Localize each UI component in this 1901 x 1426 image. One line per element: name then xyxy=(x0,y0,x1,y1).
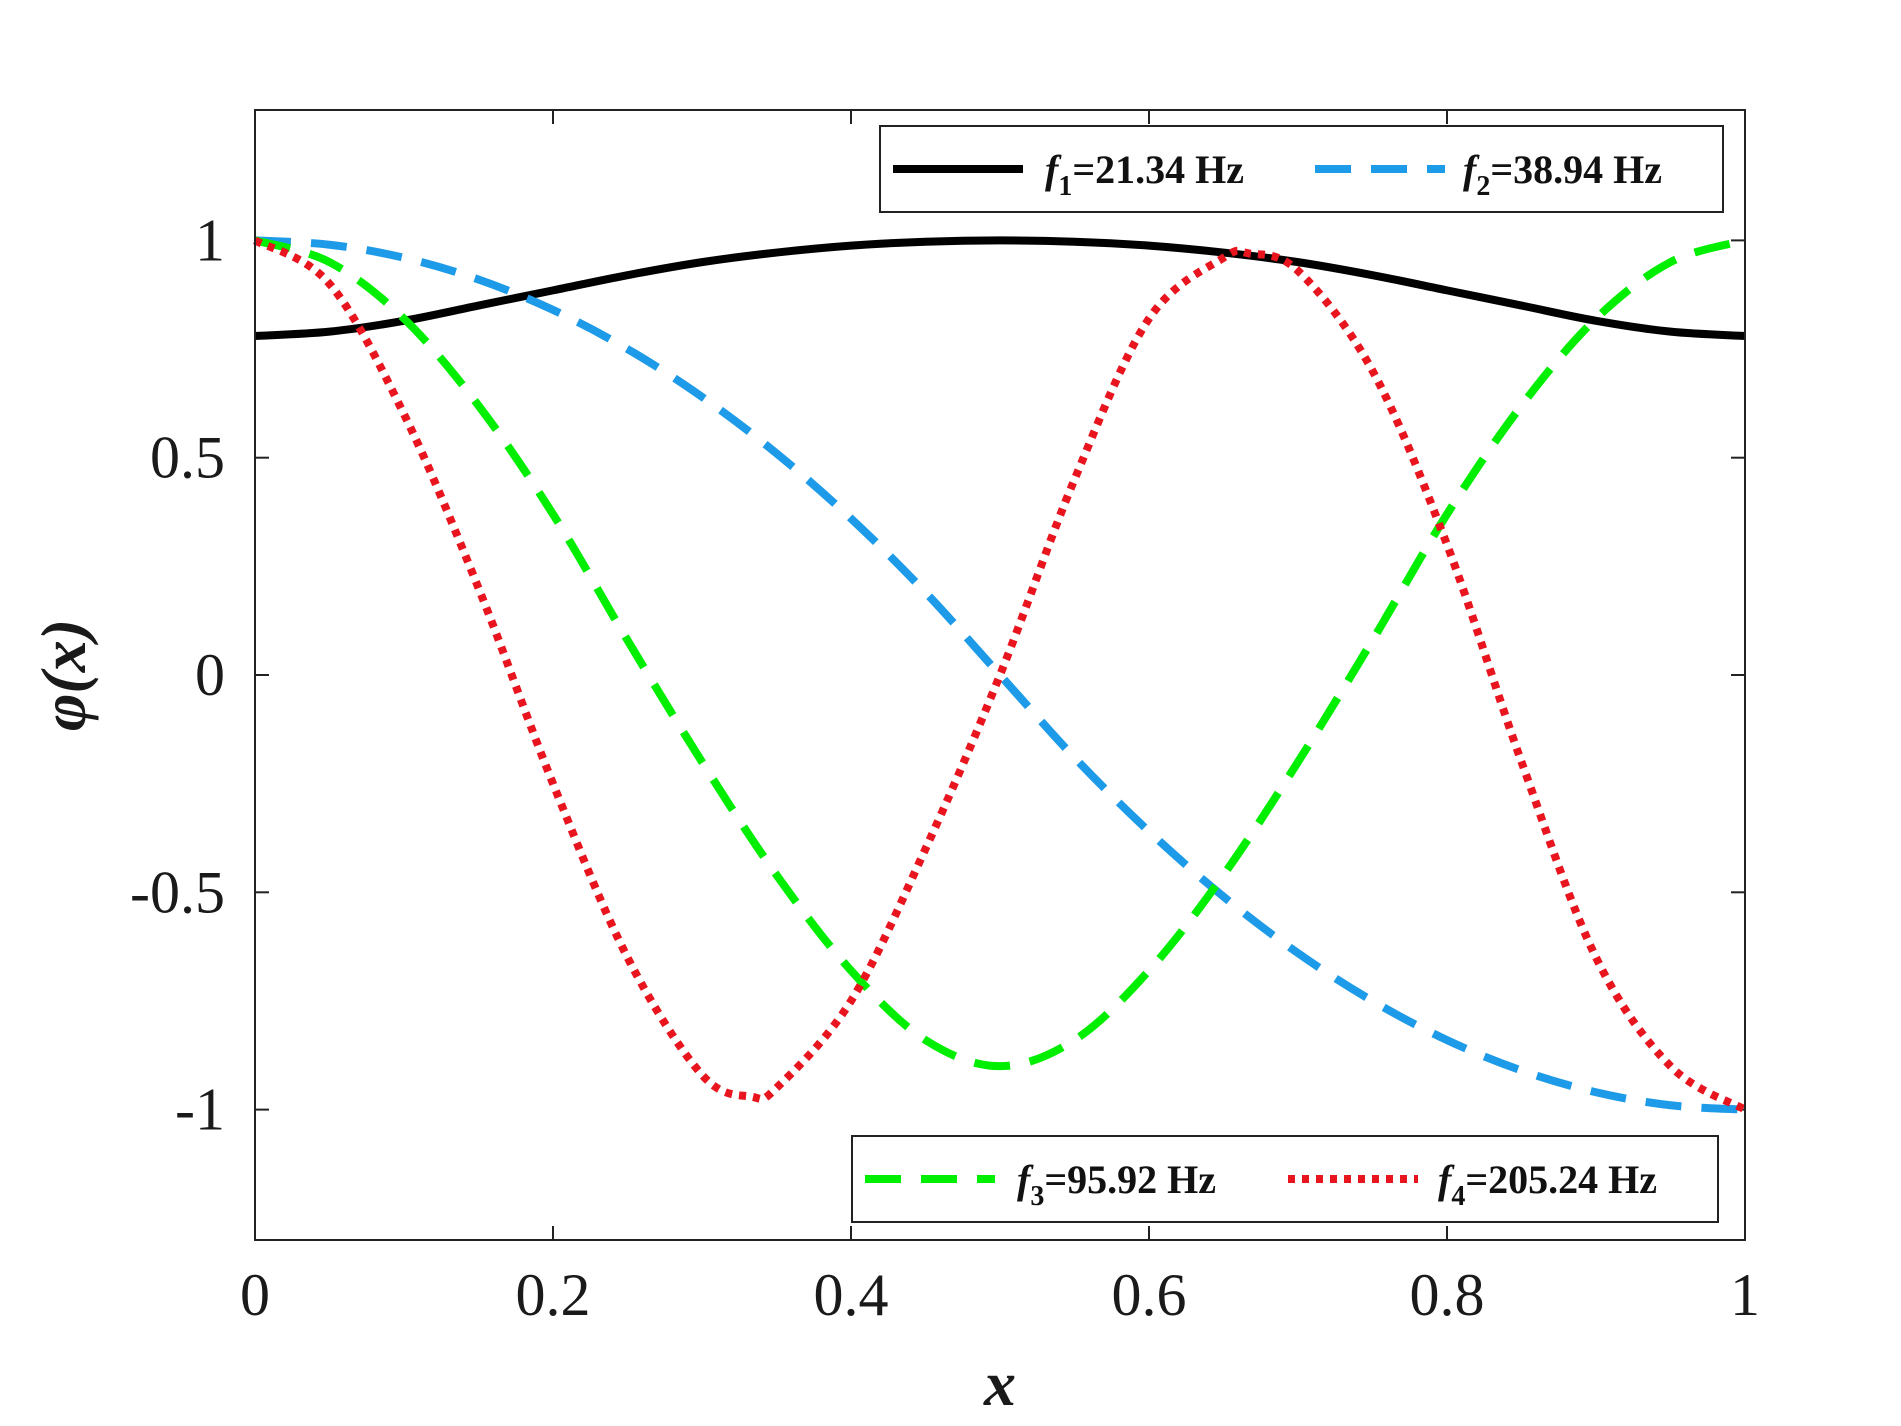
y-tick-label-1: 0.5 xyxy=(150,425,225,491)
legend-label-f4: f4=205.24 Hz xyxy=(1438,1157,1657,1212)
legend-symbol-f3: f xyxy=(1017,1157,1034,1202)
x-tick-label-2: 0.4 xyxy=(814,1262,889,1328)
plot-frame xyxy=(254,109,1746,1241)
legend-value-f3: =95.92 Hz xyxy=(1044,1157,1216,1202)
y-axis-label: φ(x) xyxy=(28,619,99,731)
series-layer xyxy=(252,236,1748,1114)
y-tick-label-2: 0 xyxy=(195,642,225,708)
x-tick-label-5: 1 xyxy=(1730,1262,1760,1328)
legend-symbol-f1: f xyxy=(1045,147,1062,192)
legend-label-f1: f1=21.34 Hz xyxy=(1045,147,1244,202)
x-axis-label: x xyxy=(983,1348,1016,1419)
legend-top: f1=21.34 Hz f2=38.94 Hz xyxy=(879,125,1724,213)
legend-bottom-box xyxy=(851,1135,1719,1223)
legend-symbol-f2: f xyxy=(1463,147,1480,192)
legend-symbol-f4: f xyxy=(1438,1157,1455,1202)
legend-subscript-f3: 3 xyxy=(1030,1181,1044,1212)
series-line-f3 xyxy=(253,236,1747,1071)
series-line-f1 xyxy=(254,236,1746,340)
legend-value-f2: =38.94 Hz xyxy=(1490,147,1662,192)
legend-label-f3: f3=95.92 Hz xyxy=(1017,1157,1216,1212)
legend-label-f2: f2=38.94 Hz xyxy=(1463,147,1662,202)
y-tick-label-0: 1 xyxy=(195,207,225,273)
y-tick-label-4: -1 xyxy=(175,1077,225,1143)
legend-subscript-f4: 4 xyxy=(1451,1181,1465,1212)
x-tick-label-1: 0.2 xyxy=(516,1262,591,1328)
legend-subscript-f1: 1 xyxy=(1058,171,1072,202)
legend-top-box xyxy=(879,125,1724,213)
legend-value-f1: =21.34 Hz xyxy=(1072,147,1244,192)
legend-bottom: f3=95.92 Hz f4=205.24 Hz xyxy=(851,1135,1719,1223)
x-tick-label-3: 0.6 xyxy=(1112,1262,1187,1328)
x-tick-label-0: 0 xyxy=(240,1262,270,1328)
legend-subscript-f2: 2 xyxy=(1476,171,1490,202)
series-line-f4 xyxy=(252,236,1748,1114)
x-tick-label-4: 0.8 xyxy=(1410,1262,1485,1328)
y-tick-label-3: -0.5 xyxy=(130,859,225,925)
legend-value-f4: =205.24 Hz xyxy=(1465,1157,1657,1202)
tick-labels: 0 0.2 0.4 0.6 0.8 1 1 0.5 0 -0.5 -1 xyxy=(130,207,1760,1328)
